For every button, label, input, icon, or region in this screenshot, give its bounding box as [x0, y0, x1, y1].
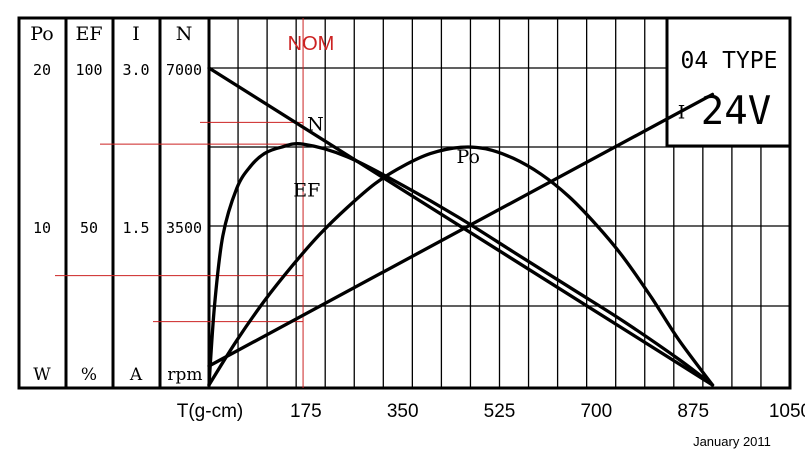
- axis-name-ef: EF: [75, 23, 102, 45]
- x-tick-label: 525: [484, 401, 516, 422]
- tick-i-mid: 1.5: [122, 219, 149, 237]
- chart-date: January 2011: [693, 434, 771, 449]
- tick-ef-mid: 50: [80, 219, 98, 237]
- title-box: 04 TYPE 24V: [665, 16, 792, 148]
- curve-series: [207, 66, 715, 387]
- curve-labels: N Po EF I: [293, 101, 685, 201]
- axis-labels: Po EF I N 20 100 3.0 7000 10 50 1.5 3500…: [30, 23, 202, 385]
- x-tick-label: 700: [580, 401, 612, 422]
- curve-n: [207, 66, 715, 387]
- tick-ef-max: 100: [75, 61, 102, 79]
- axis-unit-n: rpm: [167, 365, 202, 385]
- curve-i: [207, 92, 715, 368]
- tick-n-max: 7000: [166, 61, 202, 79]
- curve-label-ef: EF: [293, 179, 320, 201]
- tick-po-max: 20: [33, 61, 51, 79]
- axis-name-i: I: [132, 23, 140, 45]
- curve-po: [207, 145, 715, 387]
- axis-unit-ef: %: [81, 365, 97, 385]
- tick-po-mid: 10: [33, 219, 51, 237]
- tick-i-max: 3.0: [122, 61, 149, 79]
- x-tick-label: 875: [677, 401, 709, 422]
- axis-unit-i: A: [129, 365, 143, 385]
- nominal-label: NOM: [288, 33, 335, 55]
- curve-label-n: N: [307, 113, 324, 135]
- nominal-lines: [55, 18, 304, 388]
- plot-grid: [209, 18, 790, 388]
- curve-label-i: I: [678, 101, 686, 123]
- curve-label-po: Po: [456, 146, 479, 168]
- x-tick-label: 350: [387, 401, 419, 422]
- x-tick-label: 175: [290, 401, 322, 422]
- title-box-frame: [665, 16, 792, 148]
- chart-subtitle: 24V: [701, 89, 771, 134]
- plot-frame: [207, 16, 792, 390]
- axis-unit-po: W: [33, 365, 51, 385]
- chart-title: 04 TYPE: [681, 48, 778, 74]
- axis-name-n: N: [176, 23, 193, 45]
- x-axis-label: T(g-cm): [177, 401, 243, 422]
- tick-n-mid: 3500: [166, 219, 202, 237]
- axis-name-po: Po: [30, 23, 53, 45]
- curve-ef: [207, 142, 715, 387]
